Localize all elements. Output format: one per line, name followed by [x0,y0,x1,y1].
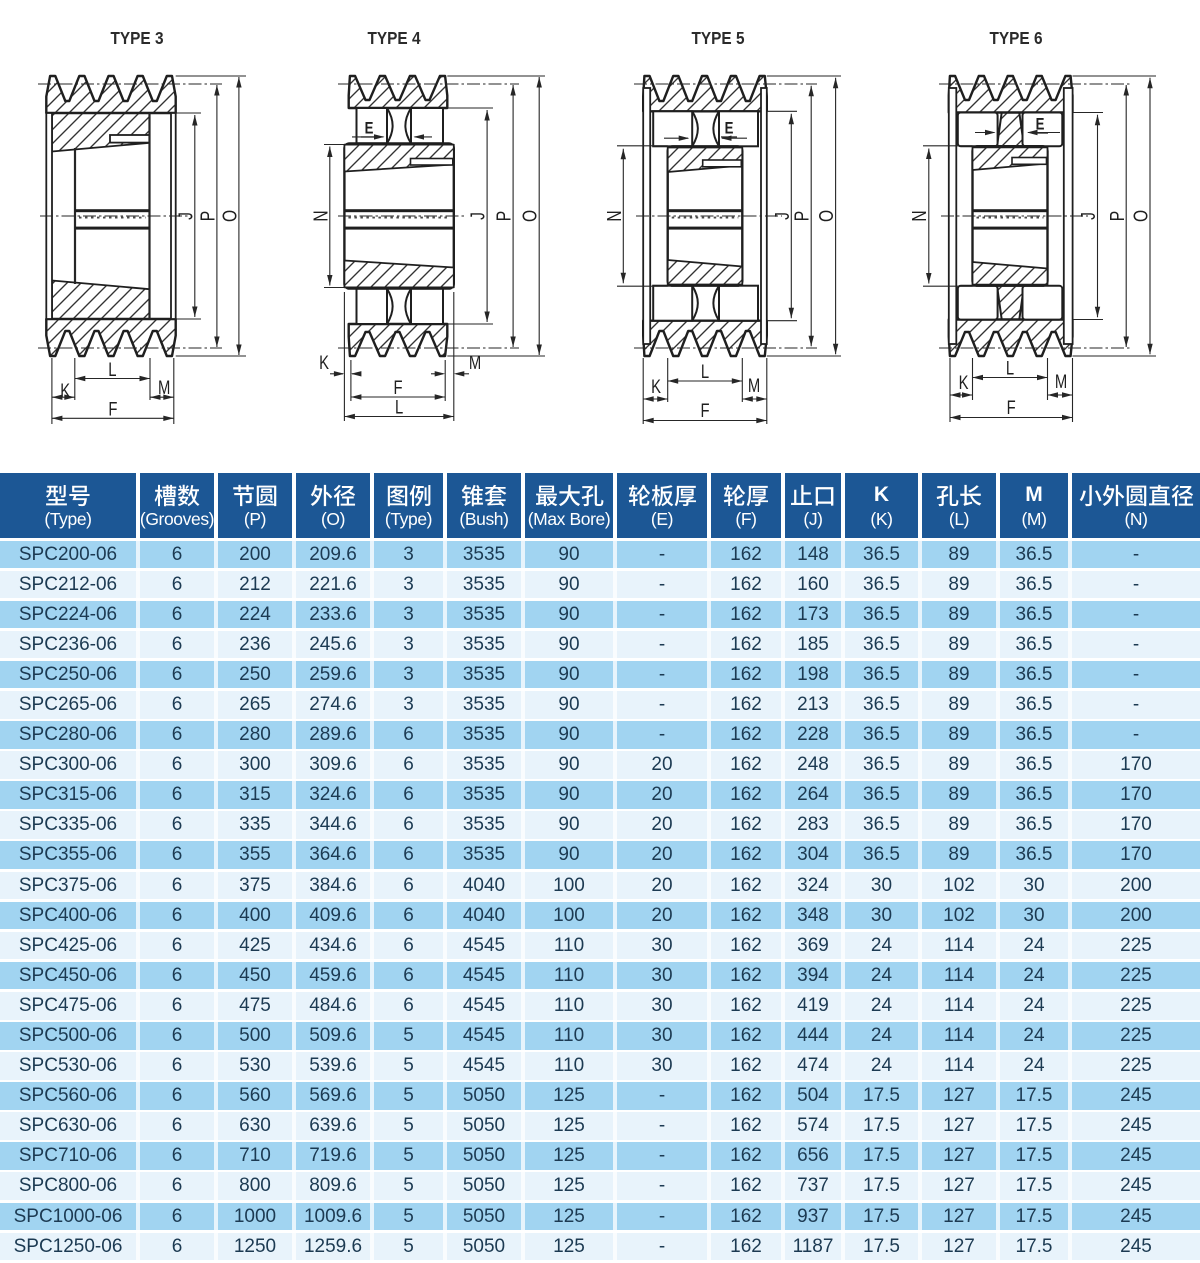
svg-text:L: L [108,358,117,381]
svg-text:O: O [519,210,541,222]
svg-text:K: K [651,375,661,398]
svg-text:N: N [603,210,625,221]
svg-text:M: M [1055,370,1067,393]
svg-text:L: L [701,360,710,383]
svg-text:F: F [1007,396,1016,419]
svg-text:K: K [319,351,329,374]
svg-text:P: P [791,211,813,221]
svg-text:J: J [467,212,489,220]
svg-text:TYPE 3: TYPE 3 [110,29,163,48]
svg-text:O: O [1130,210,1152,222]
svg-text:O: O [219,210,241,222]
svg-text:N: N [309,210,331,221]
svg-text:F: F [393,376,402,399]
svg-text:K: K [959,371,969,394]
svg-text:K: K [60,379,70,402]
svg-text:TYPE 5: TYPE 5 [691,29,744,48]
svg-text:F: F [700,399,709,422]
svg-text:P: P [197,211,219,221]
svg-text:J: J [1077,212,1099,220]
svg-text:J: J [771,212,793,220]
svg-text:J: J [174,212,196,220]
svg-text:P: P [1106,211,1128,221]
svg-text:F: F [108,397,117,420]
svg-text:M: M [469,351,481,374]
svg-text:P: P [493,211,515,221]
svg-text:M: M [748,374,760,397]
svg-text:O: O [815,210,837,222]
svg-text:TYPE 6: TYPE 6 [989,29,1042,48]
svg-text:E: E [365,119,374,138]
svg-text:N: N [908,210,930,221]
svg-text:E: E [725,119,734,138]
svg-text:TYPE 4: TYPE 4 [367,29,421,48]
svg-text:L: L [1006,356,1015,379]
svg-text:E: E [1036,115,1045,134]
svg-text:M: M [158,376,170,399]
svg-text:L: L [395,395,404,418]
